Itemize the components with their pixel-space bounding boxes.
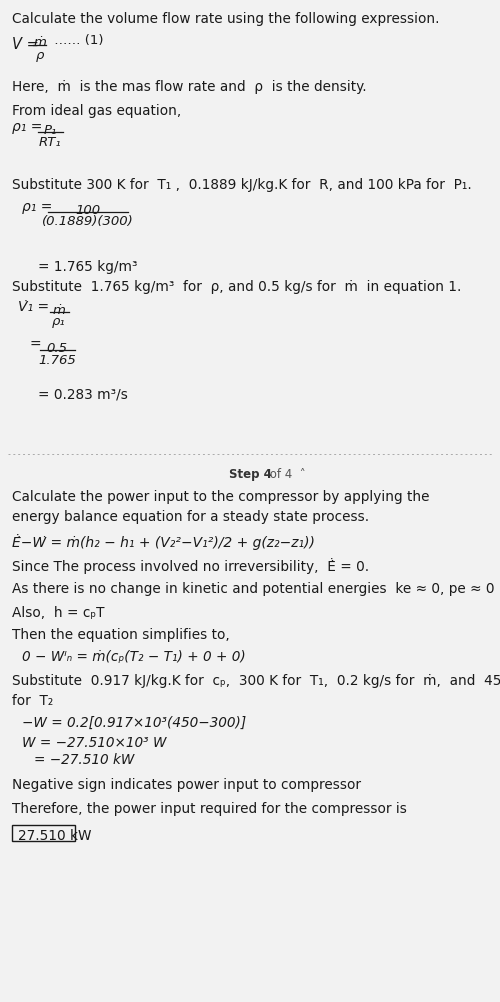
Text: Therefore, the power input required for the compressor is: Therefore, the power input required for … bbox=[12, 802, 407, 816]
Text: = 1.765 kg/m³: = 1.765 kg/m³ bbox=[38, 260, 138, 274]
Text: energy balance equation for a steady state process.: energy balance equation for a steady sta… bbox=[12, 509, 369, 523]
Text: P₁: P₁ bbox=[44, 124, 57, 137]
Text: Here,  ṁ  is the mas flow rate and  ρ  is the density.: Here, ṁ is the mas flow rate and ρ is th… bbox=[12, 80, 366, 94]
Text: 27.510 kW: 27.510 kW bbox=[18, 829, 92, 842]
Text: Step 4: Step 4 bbox=[228, 468, 272, 481]
Text: Ė̇−Ẇ = ṁ(h₂ − h₁ + (V₂²−V₁²)/2 + g(z₂−z₁)): Ė̇−Ẇ = ṁ(h₂ − h₁ + (V₂²−V₁²)/2 + g(z₂−z… bbox=[12, 533, 315, 549]
Text: =: = bbox=[30, 338, 42, 352]
Text: ṁ: ṁ bbox=[33, 36, 46, 49]
Text: (0.1889)(300): (0.1889)(300) bbox=[42, 215, 134, 228]
Text: Then the equation simplifies to,: Then the equation simplifies to, bbox=[12, 627, 230, 641]
Text: Since The process involved no irreversibility,  Ė̇ = 0.: Since The process involved no irreversib… bbox=[12, 557, 369, 573]
Text: Also,  h = cₚT: Also, h = cₚT bbox=[12, 605, 104, 619]
Text: = 0.283 m³/s: = 0.283 m³/s bbox=[38, 388, 128, 402]
Text: RT₁: RT₁ bbox=[39, 135, 62, 148]
Text: As there is no change in kinetic and potential energies  ke ≈ 0, pe ≈ 0: As there is no change in kinetic and pot… bbox=[12, 581, 494, 595]
Text: V̇₁ =: V̇₁ = bbox=[18, 300, 49, 314]
Text: 0.5: 0.5 bbox=[47, 342, 68, 355]
Text: Substitute  1.765 kg/m³  for  ρ, and 0.5 kg/s for  ṁ  in equation 1.: Substitute 1.765 kg/m³ for ρ, and 0.5 kg… bbox=[12, 280, 462, 294]
Text: From ideal gas equation,: From ideal gas equation, bbox=[12, 104, 181, 118]
Text: Calculate the power input to the compressor by applying the: Calculate the power input to the compres… bbox=[12, 490, 430, 503]
Text: ρ₁ =: ρ₁ = bbox=[22, 199, 52, 213]
Text: 0 − Wᴵₙ = ṁ(cₚ(T₂ − T₁) + 0 + 0): 0 − Wᴵₙ = ṁ(cₚ(T₂ − T₁) + 0 + 0) bbox=[22, 649, 246, 663]
Text: of 4  ˄: of 4 ˄ bbox=[266, 468, 306, 481]
Bar bbox=[12, 826, 74, 841]
Text: Substitute 300 K for  T₁ ,  0.1889 kJ/kg.K for  R, and 100 kPa for  P₁.: Substitute 300 K for T₁ , 0.1889 kJ/kg.K… bbox=[12, 177, 472, 191]
Text: 100: 100 bbox=[75, 203, 100, 216]
Text: ρ₁: ρ₁ bbox=[52, 316, 66, 329]
Text: Calculate the volume flow rate using the following expression.: Calculate the volume flow rate using the… bbox=[12, 12, 440, 26]
Text: = −27.510 kW: = −27.510 kW bbox=[34, 753, 134, 767]
Text: Substitute  0.917 kJ/kg.K for  cₚ,  300 K for  T₁,  0.2 kg/s for  ṁ,  and  450 K: Substitute 0.917 kJ/kg.K for cₚ, 300 K f… bbox=[12, 673, 500, 687]
Text: ṁ: ṁ bbox=[52, 304, 66, 317]
Text: V =: V = bbox=[12, 37, 39, 52]
Text: −W = 0.2[0.917×10³(450−300)]: −W = 0.2[0.917×10³(450−300)] bbox=[22, 715, 246, 729]
Text: 1.765: 1.765 bbox=[38, 353, 76, 366]
Text: Negative sign indicates power input to compressor: Negative sign indicates power input to c… bbox=[12, 778, 361, 792]
Text: …… (1): …… (1) bbox=[50, 34, 104, 47]
Text: ρ: ρ bbox=[36, 48, 44, 61]
Text: for  T₂: for T₂ bbox=[12, 693, 53, 707]
Text: W = −27.510×10³ W: W = −27.510×10³ W bbox=[22, 735, 167, 749]
Text: ρ₁ =: ρ₁ = bbox=[12, 120, 42, 134]
